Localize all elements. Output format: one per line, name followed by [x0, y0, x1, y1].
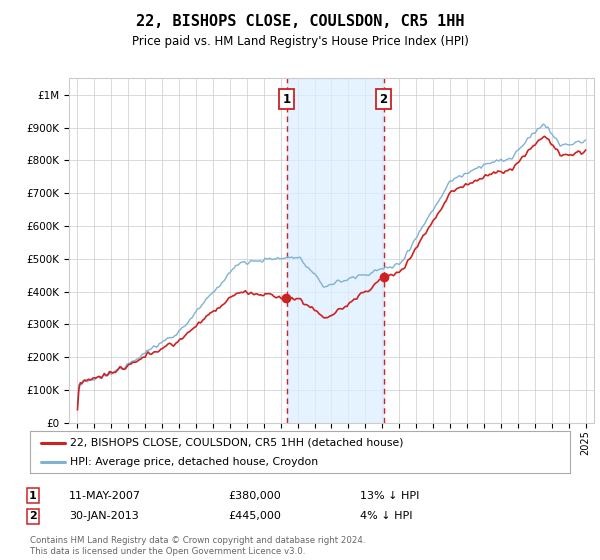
- HPI: Average price, detached house, Croydon: (2e+03, 1.34e+05): Average price, detached house, Croydon: …: [88, 376, 95, 382]
- 22, BISHOPS CLOSE, COULSDON, CR5 1HH (detached house): [582, 147, 589, 153]
- 22, BISHOPS CLOSE, COULSDON, CR5 1HH (detached house): [541, 133, 548, 139]
- Text: Contains HM Land Registry data © Crown copyright and database right 2024.
This d: Contains HM Land Registry data © Crown c…: [30, 536, 365, 556]
- Text: 1: 1: [29, 491, 37, 501]
- 22, BISHOPS CLOSE, COULSDON, CR5 1HH (detached house): [88, 376, 95, 383]
- Line: HPI: Average price, detached house, Croydon: HPI: Average price, detached house, Croy…: [77, 124, 586, 404]
- 22, BISHOPS CLOSE, COULSDON, CR5 1HH (detached house): [363, 288, 370, 295]
- HPI: Average price, detached house, Croydon: (2.02e+03, 8.47e+05): Average price, detached house, Croydon: …: [520, 142, 527, 148]
- 22, BISHOPS CLOSE, COULSDON, CR5 1HH (detached house): [380, 273, 388, 280]
- Text: 1: 1: [283, 92, 291, 106]
- Text: Price paid vs. HM Land Registry's House Price Index (HPI): Price paid vs. HM Land Registry's House …: [131, 35, 469, 48]
- Text: £380,000: £380,000: [228, 491, 281, 501]
- HPI: Average price, detached house, Croydon: (2.02e+03, 9.1e+05): Average price, detached house, Croydon: …: [539, 121, 547, 128]
- 22, BISHOPS CLOSE, COULSDON, CR5 1HH (detached house): [74, 407, 81, 413]
- Text: 22, BISHOPS CLOSE, COULSDON, CR5 1HH: 22, BISHOPS CLOSE, COULSDON, CR5 1HH: [136, 14, 464, 29]
- Text: 4% ↓ HPI: 4% ↓ HPI: [360, 511, 413, 521]
- 22, BISHOPS CLOSE, COULSDON, CR5 1HH (detached house): [520, 153, 527, 160]
- 22, BISHOPS CLOSE, COULSDON, CR5 1HH (detached house): [169, 342, 176, 348]
- HPI: Average price, detached house, Croydon: (2e+03, 5.71e+04): Average price, detached house, Croydon: …: [74, 401, 81, 408]
- Text: HPI: Average price, detached house, Croydon: HPI: Average price, detached house, Croy…: [71, 458, 319, 467]
- Text: £445,000: £445,000: [228, 511, 281, 521]
- HPI: Average price, detached house, Croydon: (2.01e+03, 4.51e+05): Average price, detached house, Croydon: …: [363, 272, 370, 278]
- HPI: Average price, detached house, Croydon: (2e+03, 2.6e+05): Average price, detached house, Croydon: …: [169, 334, 176, 341]
- Line: 22, BISHOPS CLOSE, COULSDON, CR5 1HH (detached house): 22, BISHOPS CLOSE, COULSDON, CR5 1HH (de…: [77, 136, 586, 410]
- HPI: Average price, detached house, Croydon: (2.01e+03, 4.83e+05): Average price, detached house, Croydon: …: [391, 261, 398, 268]
- Text: 11-MAY-2007: 11-MAY-2007: [69, 491, 141, 501]
- 22, BISHOPS CLOSE, COULSDON, CR5 1HH (detached house): [391, 270, 398, 277]
- Text: 2: 2: [29, 511, 37, 521]
- HPI: Average price, detached house, Croydon: (2.01e+03, 4.69e+05): Average price, detached house, Croydon: …: [380, 265, 388, 272]
- Text: 13% ↓ HPI: 13% ↓ HPI: [360, 491, 419, 501]
- Bar: [287, 78, 383, 423]
- Text: 22, BISHOPS CLOSE, COULSDON, CR5 1HH (detached house): 22, BISHOPS CLOSE, COULSDON, CR5 1HH (de…: [71, 438, 404, 448]
- Text: 30-JAN-2013: 30-JAN-2013: [69, 511, 139, 521]
- Text: 2: 2: [380, 92, 388, 106]
- HPI: Average price, detached house, Croydon: (2.02e+03, 8.62e+05): Average price, detached house, Croydon: …: [582, 137, 589, 143]
